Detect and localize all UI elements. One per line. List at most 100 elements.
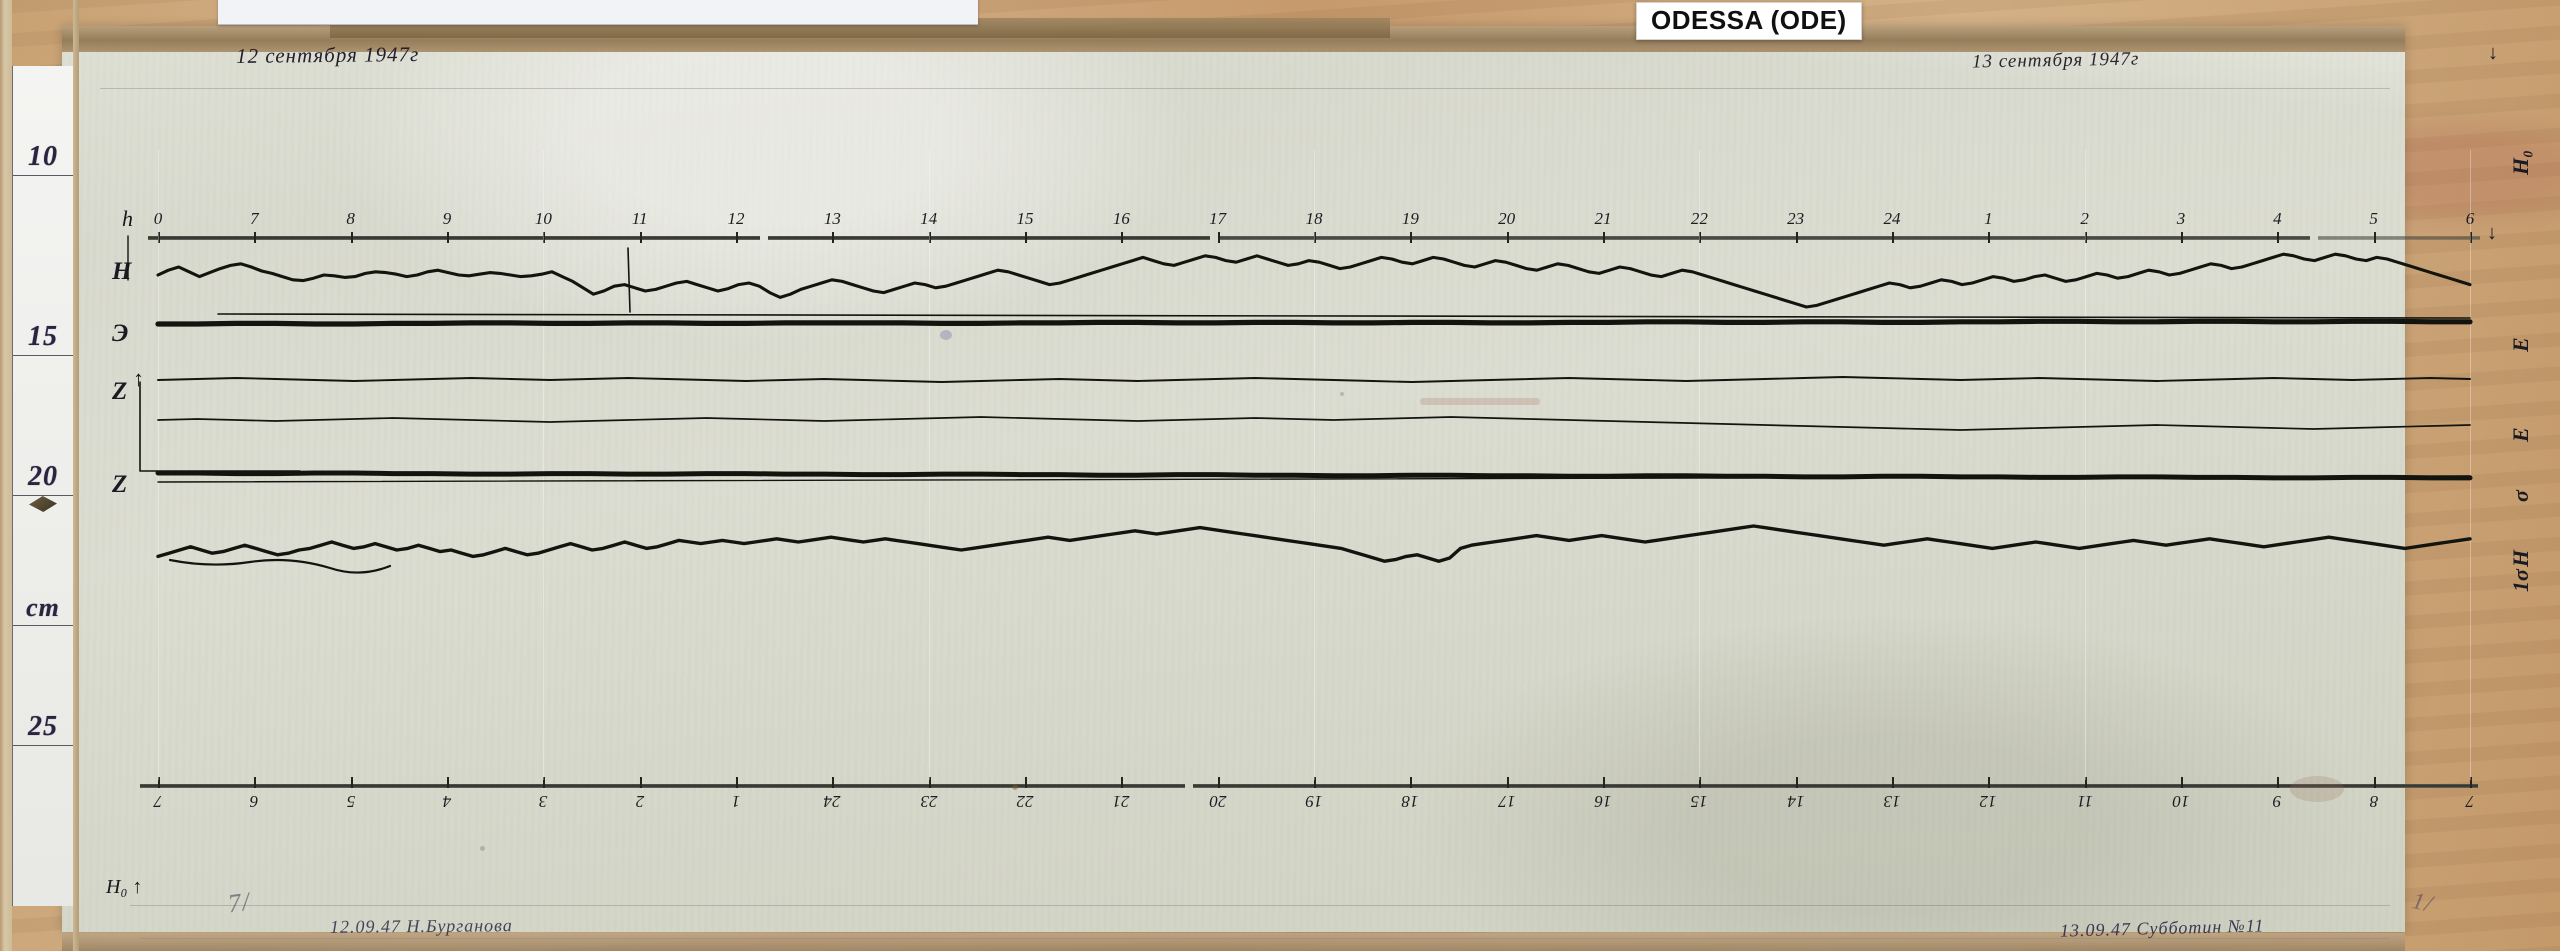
top-scale-tick bbox=[1025, 232, 1027, 243]
bottom-scale-tick bbox=[158, 777, 160, 788]
ruler-right-edge bbox=[73, 0, 79, 951]
ruler-unit-label: cm bbox=[26, 593, 60, 622]
baseline-arrow-left-icon: ↑ bbox=[133, 366, 144, 391]
hour-gridline bbox=[928, 150, 930, 780]
top-scale-label: 20 bbox=[1498, 209, 1516, 228]
hour-gridline bbox=[1314, 150, 1315, 780]
top-scale-label: 1 bbox=[1984, 209, 1993, 228]
guide-line-top bbox=[100, 88, 2390, 89]
bottom-scale-tick bbox=[928, 777, 931, 788]
top-scale-tick bbox=[928, 232, 931, 243]
guide-line-bottom bbox=[130, 905, 2390, 906]
baseline-bracket-left bbox=[139, 381, 301, 472]
trace-label-left: Z bbox=[112, 471, 128, 498]
top-scale-tick bbox=[1892, 232, 1894, 243]
top-scale-tick bbox=[1699, 232, 1702, 243]
bottom-scale-tick bbox=[1217, 777, 1220, 788]
ruler-tick-label-15: 15 bbox=[28, 321, 58, 352]
top-scale-tick bbox=[736, 232, 738, 243]
ink-smudge bbox=[1420, 398, 1540, 405]
top-scale-tick bbox=[2373, 232, 2376, 243]
ruler-tick-label-25: 25 bbox=[28, 711, 58, 742]
top-scale-rail-1 bbox=[768, 236, 1210, 240]
top-scale-label: 17 bbox=[1209, 209, 1227, 228]
ruler-cell-25: 25 bbox=[13, 626, 73, 746]
ink-smudge bbox=[2290, 776, 2344, 802]
bottom-scale-tick bbox=[736, 777, 738, 788]
top-scale-label: 0 bbox=[153, 209, 163, 228]
top-scale-tick bbox=[1121, 232, 1124, 243]
top-scale-tick bbox=[350, 232, 353, 243]
top-scale-tick bbox=[2181, 232, 2183, 243]
h0-bottom-marker: H₀ ↑ bbox=[106, 876, 142, 899]
reference-line-z bbox=[157, 475, 2471, 483]
bottom-scale-rail-1 bbox=[1193, 784, 2478, 788]
trace-label-left: Э bbox=[112, 320, 129, 347]
bottom-scale-tick bbox=[2277, 777, 2280, 788]
top-scale-rail-0 bbox=[148, 236, 760, 240]
top-scale-label: 9 bbox=[442, 209, 452, 228]
top-scale-label: 4 bbox=[2273, 209, 2282, 228]
bottom-scale-tick bbox=[1025, 777, 1027, 788]
ruler-cell-20: 20 bbox=[13, 356, 73, 496]
dust-speck bbox=[1340, 392, 1344, 396]
cm-ruler: 10 15 20 cm 25 bbox=[12, 66, 74, 906]
reference-line-d bbox=[217, 313, 2471, 319]
ink-smudge bbox=[940, 330, 952, 340]
station-label-overlay: ODESSA (ODE) bbox=[1636, 2, 1862, 41]
bottom-scale-tick bbox=[1314, 777, 1316, 788]
bottom-scale-tick bbox=[1795, 777, 1798, 788]
top-scale-tick bbox=[1217, 232, 1220, 243]
trace-e bbox=[157, 376, 2471, 383]
hour-gridline bbox=[2084, 150, 2086, 780]
bottom-scale-tick bbox=[254, 777, 257, 788]
bottom-scale-tick bbox=[2181, 777, 2183, 788]
ruler-cell-cm: cm bbox=[13, 496, 73, 626]
ruler-left-edge bbox=[0, 0, 12, 951]
top-scale-tick bbox=[158, 232, 160, 243]
bottom-scale-tick bbox=[1892, 777, 1894, 788]
hour-gridline bbox=[543, 150, 545, 780]
top-scale-label: 11 bbox=[631, 209, 648, 228]
bottom-scale-tick bbox=[2084, 777, 2087, 788]
bottom-scale-tick bbox=[2470, 777, 2472, 788]
trace-spike-artefact bbox=[627, 247, 631, 313]
bottom-scale-tick bbox=[1988, 777, 1991, 788]
top-scale-label: 16 bbox=[1112, 209, 1130, 228]
top-scale-tick bbox=[2470, 232, 2472, 243]
top-scale-label: 10 bbox=[534, 209, 552, 228]
ruler-cell-15: 15 bbox=[13, 176, 73, 356]
top-scale-label: 7 bbox=[250, 209, 259, 228]
bottom-scale-tick bbox=[1699, 777, 1702, 788]
top-scale-tick bbox=[254, 232, 257, 243]
top-scale-tick bbox=[543, 232, 546, 243]
ruler-tick-label-10: 10 bbox=[28, 141, 58, 172]
bottom-scale-tick bbox=[1410, 777, 1413, 788]
trace-h-left-tail bbox=[168, 558, 392, 574]
top-scale-rail-2 bbox=[1218, 236, 2310, 240]
trace-3 bbox=[157, 416, 2471, 431]
top-scale-tick bbox=[1410, 232, 1413, 243]
trace-e bbox=[155, 318, 2473, 327]
top-scale-rail-3 bbox=[2318, 236, 2480, 240]
hour-gridline bbox=[2470, 150, 2471, 780]
top-scale-start-marker-text: h bbox=[122, 206, 133, 231]
top-scale-tick bbox=[1314, 232, 1316, 243]
white-cover-sheet bbox=[218, 0, 978, 25]
top-scale-label: 2 bbox=[2080, 209, 2089, 228]
top-scale-label: 21 bbox=[1594, 209, 1612, 228]
bottom-scale-rail-0 bbox=[140, 784, 1185, 788]
bottom-scale-tick bbox=[1506, 777, 1509, 788]
top-scale-label: 14 bbox=[920, 209, 938, 228]
bottom-scale-tick bbox=[543, 777, 546, 788]
top-scale-tick bbox=[2277, 232, 2280, 243]
bottom-scale-tick bbox=[2373, 777, 2376, 788]
bottom-scale-tick bbox=[639, 777, 642, 788]
trace-h bbox=[156, 524, 2472, 563]
ruler-cell-10: 10 bbox=[13, 66, 73, 176]
top-scale-label: 5 bbox=[2369, 209, 2378, 228]
top-scale-label: 3 bbox=[2176, 209, 2186, 228]
bottom-scale-tick bbox=[1603, 777, 1605, 788]
